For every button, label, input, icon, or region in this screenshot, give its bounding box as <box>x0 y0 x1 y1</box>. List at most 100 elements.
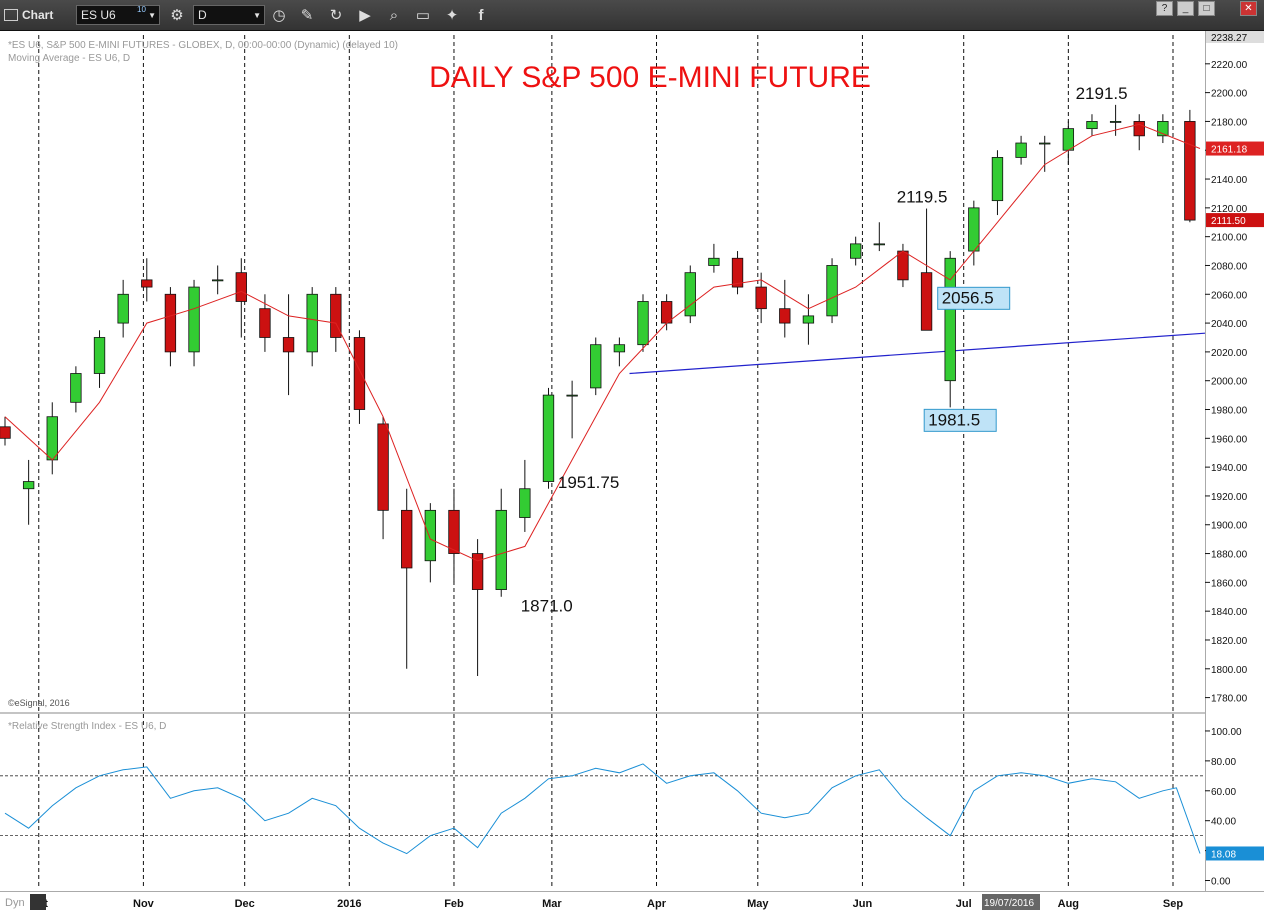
candle-body <box>1133 121 1145 137</box>
rsi-line <box>4 763 1201 855</box>
y-tick-label: 2100.00 <box>1211 233 1248 244</box>
candle-body <box>211 279 224 282</box>
y-tick-label: 2180.00 <box>1211 117 1248 128</box>
plot-area[interactable] <box>0 31 1205 891</box>
help-button[interactable]: ? <box>1156 1 1173 16</box>
annotation-label: 1951.75 <box>558 473 619 492</box>
candle-body <box>330 293 342 338</box>
candle-body <box>779 308 791 324</box>
comment-icon[interactable]: ▭ <box>415 7 431 24</box>
x-tick-label: Dec <box>235 898 255 910</box>
time-axis-bar <box>0 891 1264 914</box>
annotation-box <box>923 408 997 432</box>
search-icon[interactable]: ⌕ <box>389 6 399 24</box>
ma-value-box <box>1206 141 1264 156</box>
candle-body <box>1015 142 1027 158</box>
x-tick-label: Feb <box>444 898 464 910</box>
trendline-segment <box>629 332 1206 375</box>
x-tick-label: Apr <box>647 898 667 910</box>
ma-value: 2161.18 <box>1211 145 1248 156</box>
x-tick-label: Mar <box>542 898 562 910</box>
header-line2: Moving Average - ES U6, D <box>8 53 130 64</box>
candle-body <box>1039 142 1051 145</box>
candle-body <box>117 293 129 324</box>
grid-lines <box>0 35 1205 888</box>
y-tick-label: 2020.00 <box>1211 348 1248 359</box>
top-value-box <box>1206 31 1264 43</box>
candle-body <box>684 272 696 317</box>
pencil-icon[interactable]: ✎ <box>300 7 314 24</box>
candle-body <box>188 286 200 353</box>
chevron-down-icon[interactable]: ▼ <box>253 10 261 20</box>
y-tick-label: 1960.00 <box>1211 434 1248 445</box>
y-tick-label: 2060.00 <box>1211 290 1248 301</box>
candle-body <box>1062 128 1075 151</box>
y-tick-label: 2220.00 <box>1211 60 1248 71</box>
refresh-icon[interactable]: ↻ <box>329 7 343 24</box>
annotation-label: 1981.5 <box>928 410 980 429</box>
candle-body <box>0 426 11 439</box>
candle-body <box>920 272 933 331</box>
annotation-box <box>937 286 1011 310</box>
y-tick-label: 1780.00 <box>1211 694 1248 705</box>
dyn-label[interactable]: Dyn <box>5 897 25 909</box>
candle-body <box>519 488 531 518</box>
candle-body <box>1086 121 1098 130</box>
candle-body <box>968 207 980 252</box>
y-tick-label: 1940.00 <box>1211 463 1248 474</box>
candle-body <box>708 257 720 266</box>
candle-body <box>141 279 153 288</box>
annotation-label: 2119.5 <box>897 188 948 207</box>
y-tick-label: 1900.00 <box>1211 521 1248 532</box>
candle-body <box>897 250 909 281</box>
candle-body <box>259 308 271 338</box>
play-icon[interactable]: ▶ <box>359 7 371 24</box>
candle-body <box>93 337 106 374</box>
candle-body <box>46 416 58 461</box>
rsi-y-tick-label: 80.00 <box>1211 757 1236 768</box>
candle-body <box>637 301 649 346</box>
close-button[interactable]: ✕ <box>1240 1 1257 16</box>
cursor-date: 19/07/2016 <box>984 898 1034 909</box>
chevron-down-icon[interactable]: ▼ <box>148 10 156 20</box>
minimize-button[interactable]: _ <box>1177 1 1194 16</box>
candle-body <box>235 272 247 302</box>
candle-body <box>613 344 626 353</box>
annotations: 2191.5 2119.5 2056.5 1981.5 1951.75 1871.0 <box>521 84 1128 616</box>
candles <box>0 104 1196 676</box>
interval-input[interactable]: D ▼ <box>193 5 265 25</box>
header-line1: *ES U6, S&P 500 E-MINI FUTURES - GLOBEX,… <box>8 40 398 51</box>
cursor-date-box <box>982 894 1040 910</box>
candle-body <box>401 509 413 569</box>
y-tick-label: 2080.00 <box>1211 261 1248 272</box>
window-title: Chart <box>22 8 54 22</box>
candle-body <box>1157 121 1169 137</box>
last-value: 2111.50 <box>1211 216 1246 227</box>
copyright: ©eSignal, 2016 <box>8 698 70 708</box>
gear-icon[interactable]: ⚙ <box>170 7 184 24</box>
ma-line <box>4 123 1201 562</box>
facebook-icon[interactable]: f <box>478 6 484 24</box>
candle-body <box>542 394 555 482</box>
candle-body <box>22 481 35 490</box>
symbol-input[interactable]: ES U6 10 ▼ <box>76 5 160 25</box>
y-tick-label: 2000.00 <box>1211 377 1248 388</box>
twitter-icon[interactable]: ✦ <box>445 7 459 24</box>
candle-body <box>755 286 767 310</box>
x-tick-label: Sep <box>1163 898 1183 910</box>
symbol-superscript: 10 <box>137 5 146 14</box>
dyn-icon[interactable] <box>30 894 46 910</box>
candle-body <box>424 509 437 562</box>
x-tick-label: Nov <box>133 898 155 910</box>
x-tick-label: Jul <box>956 898 972 910</box>
y-tick-label: 1860.00 <box>1211 578 1248 589</box>
maximize-button[interactable]: □ <box>1198 1 1215 16</box>
candle-body <box>1109 121 1122 123</box>
y-tick-label: 2120.00 <box>1211 204 1248 215</box>
annotation-label: 2191.5 <box>1076 84 1128 103</box>
candle-body <box>731 257 744 288</box>
candle-body <box>495 509 507 590</box>
clock-icon[interactable]: ◷ <box>272 7 286 24</box>
